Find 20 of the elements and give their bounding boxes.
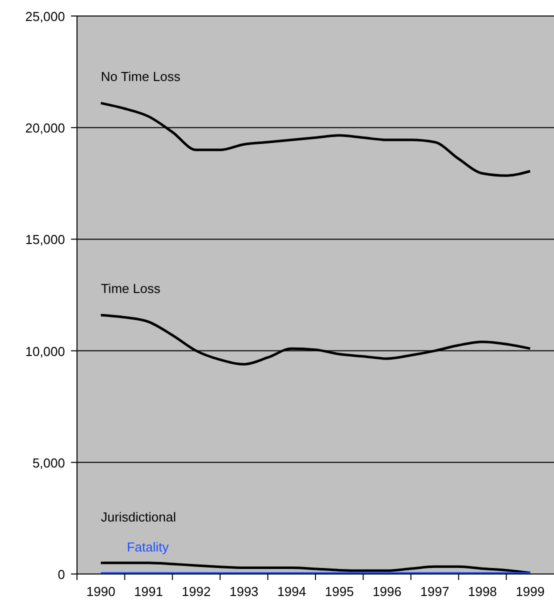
- text: Jurisdictional: [100, 509, 176, 524]
- y-tick-label: 15,000: [25, 232, 65, 248]
- y-tick-label: 20,000: [25, 120, 65, 136]
- x-tick-label: 1998: [468, 584, 497, 599]
- y-tick-label: 0: [58, 567, 65, 582]
- series-label: No Time Loss: [100, 69, 181, 84]
- series-label: Time Loss: [100, 281, 161, 296]
- y-tick-label: 5,000: [32, 455, 65, 470]
- x-tick-label: 1991: [134, 584, 164, 599]
- x-tick-label: 1994: [277, 584, 306, 599]
- y-tick-label: 25,000: [25, 9, 65, 24]
- x-tick-label: 1997: [420, 584, 450, 599]
- series-label: Fatality: [126, 539, 170, 554]
- x-tick-label: 1993: [229, 584, 258, 599]
- x-tick-label: 1999: [516, 584, 545, 599]
- x-tick-label: 1996: [372, 584, 402, 599]
- x-tick-label: 1995: [324, 584, 354, 599]
- x-tick-label: 1990: [86, 584, 116, 599]
- x-tick-label: 1992: [182, 584, 211, 599]
- y-tick-label: 10,000: [25, 344, 65, 359]
